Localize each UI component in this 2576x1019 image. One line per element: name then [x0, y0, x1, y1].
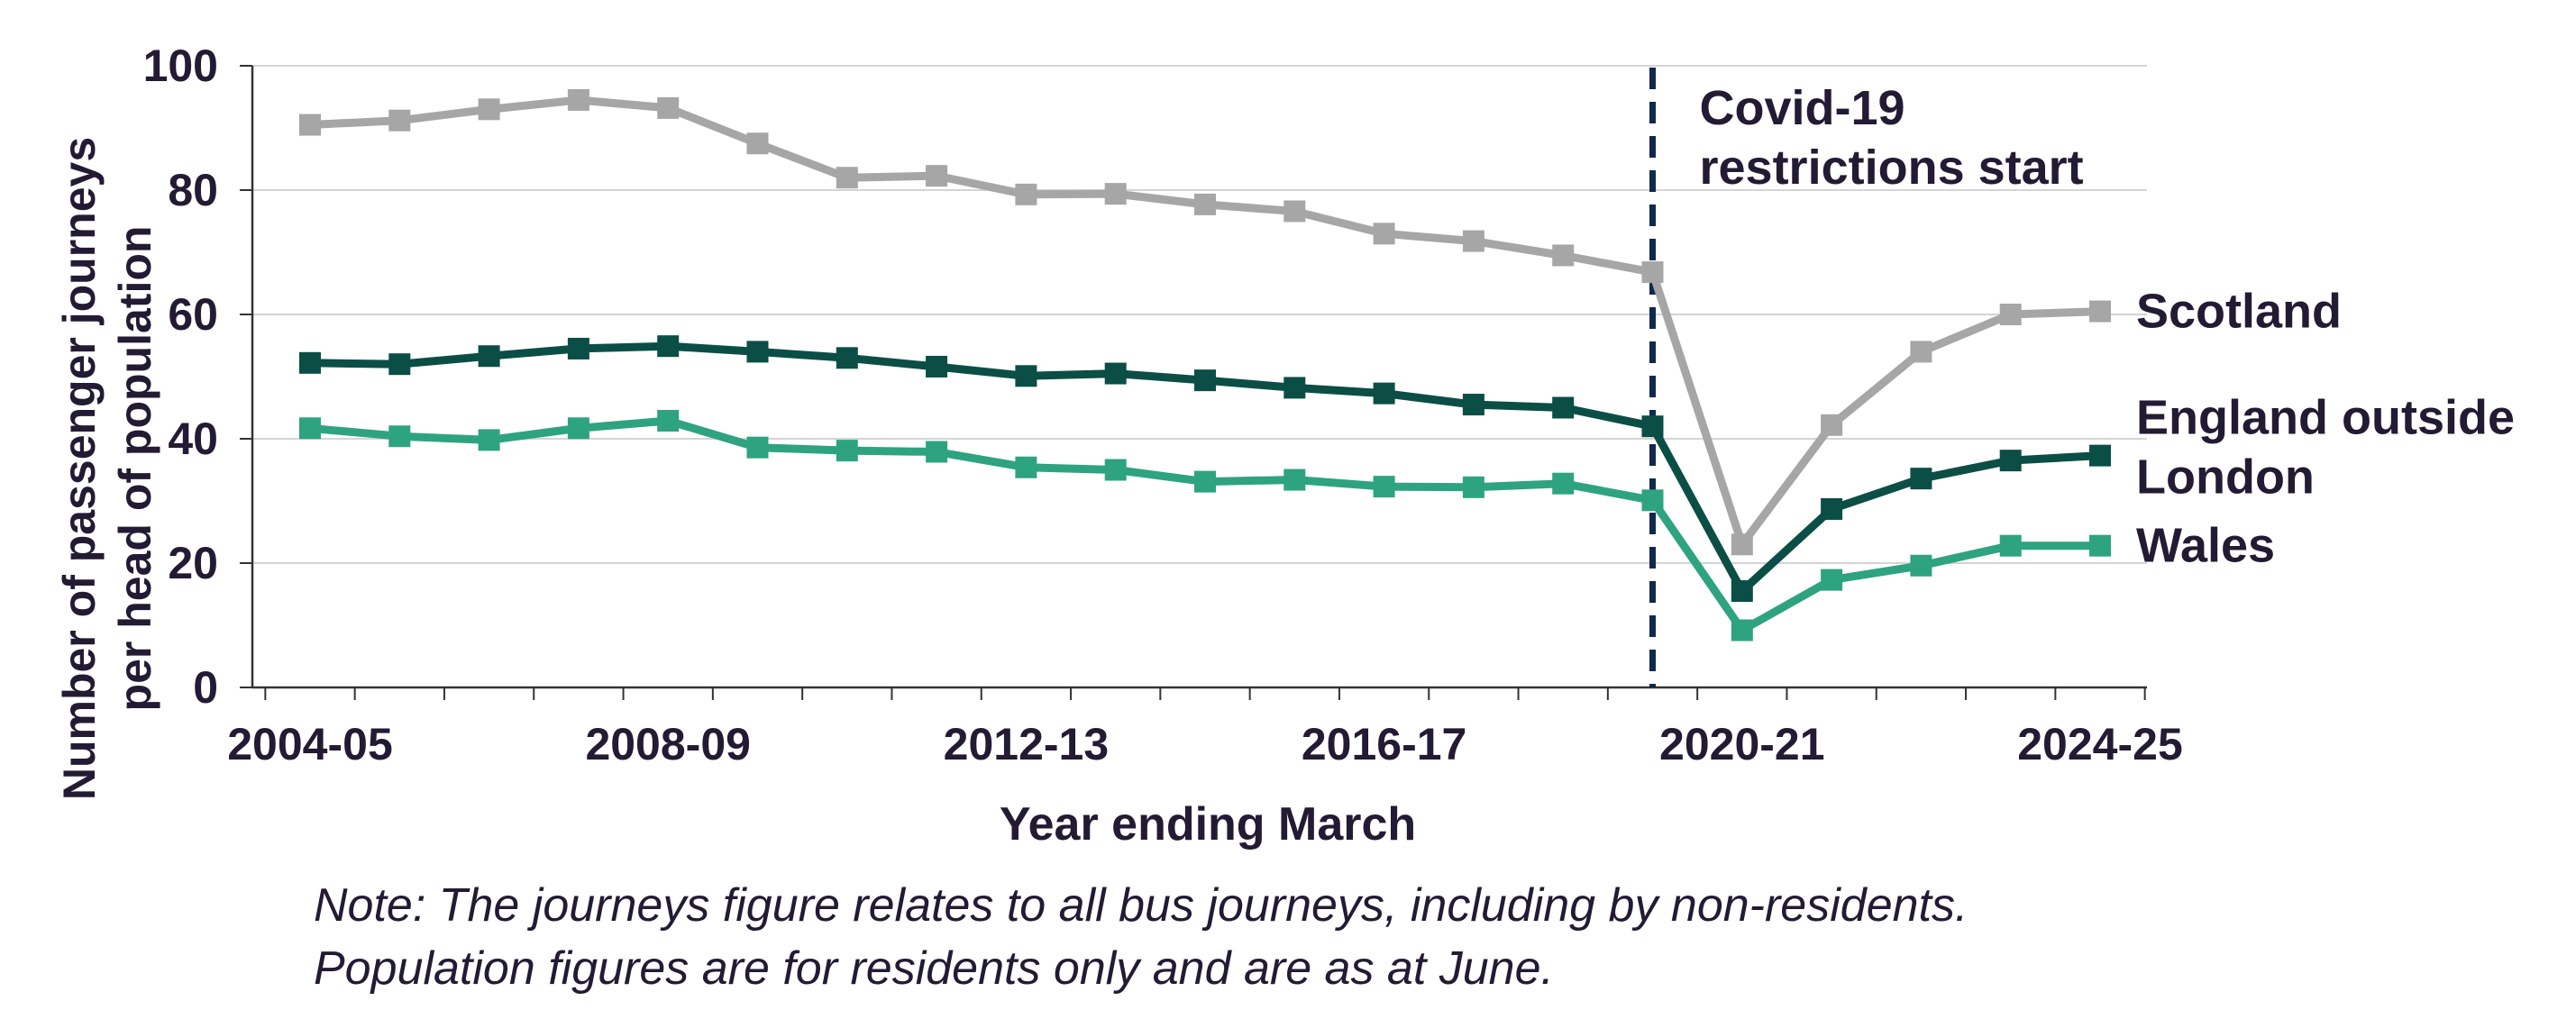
- series-marker-scotland-2020-21: [1731, 533, 1753, 556]
- y-tick-label-0: 0: [193, 662, 218, 713]
- covid-annotation-line-1: Covid-19: [1700, 81, 1905, 135]
- x-axis-title: Year ending March: [1000, 798, 1416, 851]
- series-marker-scotland-2023-24: [1999, 304, 2022, 325]
- series-marker-wales-2016-17: [1373, 476, 1395, 498]
- series-marker-england-outside-london-2011-12: [926, 355, 948, 378]
- series-marker-england-outside-london-2013-14: [1104, 362, 1127, 385]
- series-marker-england-outside-london-2010-11: [836, 347, 858, 369]
- series-marker-england-outside-london-2016-17: [1373, 382, 1395, 405]
- y-axis-title-line-2: per head of population: [110, 226, 160, 712]
- series-marker-wales-2005-06: [388, 425, 411, 448]
- series-marker-england-outside-london-2021-22: [1821, 497, 1843, 520]
- series-marker-scotland-2015-16: [1283, 200, 1306, 223]
- note-line-1: Note: The journeys figure relates to all…: [314, 879, 1969, 932]
- series-marker-wales-2012-13: [1015, 456, 1037, 478]
- x-tick-label-2012-13: 2012-13: [944, 719, 1110, 769]
- x-tick-label-2008-09: 2008-09: [585, 719, 751, 769]
- covid-annotation: Covid-19 restrictions start: [1649, 68, 2084, 687]
- series-marker-scotland-2024-25: [2089, 300, 2111, 323]
- covid-annotation-text: Covid-19 restrictions start: [1700, 81, 2084, 195]
- series-marker-england-outside-london-2019-20: [1641, 415, 1664, 438]
- series-marker-scotland-2011-12: [926, 165, 948, 187]
- series-marker-england-outside-london-2006-07: [478, 345, 500, 368]
- series-marker-england-outside-london-2023-24: [1999, 450, 2022, 472]
- series-lines: [299, 88, 2111, 641]
- series-marker-england-outside-london-2008-09: [657, 335, 680, 358]
- series-marker-wales-2015-16: [1283, 469, 1306, 491]
- series-marker-scotland-2005-06: [388, 109, 411, 132]
- series-marker-wales-2018-19: [1552, 472, 1575, 495]
- series-marker-wales-2024-25: [2089, 534, 2111, 557]
- series-marker-wales-2022-23: [1910, 554, 1932, 577]
- series-label-wales-line-1: Wales: [2136, 519, 2275, 573]
- series-marker-scotland-2021-22: [1821, 414, 1843, 436]
- y-tick-label-40: 40: [168, 414, 218, 464]
- series-marker-wales-2007-08: [567, 417, 589, 440]
- x-tick-label-2024-25: 2024-25: [2017, 719, 2183, 769]
- y-axis-title-line-1: Number of passenger journeys: [54, 137, 105, 800]
- series-label-scotland: Scotland: [2136, 285, 2342, 339]
- series-marker-wales-2019-20: [1641, 489, 1664, 512]
- series-marker-england-outside-london-2014-15: [1194, 369, 1216, 392]
- x-tick-label-2004-05: 2004-05: [227, 719, 393, 769]
- y-tick-label-80: 80: [168, 165, 218, 215]
- series-marker-england-outside-london-2017-18: [1462, 394, 1484, 416]
- series-marker-england-outside-london-2020-21: [1731, 580, 1753, 603]
- axes: 0 20 40 60 80 100 2004-05 2008-09 2012-13 2016-17…: [54, 41, 2183, 851]
- series-marker-wales-2013-14: [1104, 459, 1127, 481]
- series-marker-scotland-2009-10: [746, 132, 769, 155]
- labels: Scotland England outside London Wales: [2136, 285, 2515, 573]
- series-marker-wales-2011-12: [926, 441, 948, 463]
- series-label-england-outside-london: England outside London: [2136, 391, 2515, 505]
- series-marker-england-outside-london-2012-13: [1015, 365, 1037, 387]
- series-label-wales: Wales: [2136, 519, 2275, 573]
- series-marker-wales-2023-24: [1999, 534, 2022, 557]
- series-marker-wales-2017-18: [1462, 476, 1484, 498]
- series-label-scotland-line-1: Scotland: [2136, 285, 2342, 339]
- y-tick-label-60: 60: [168, 289, 218, 340]
- y-tick-label-20: 20: [168, 538, 218, 588]
- series-marker-england-outside-london-2018-19: [1552, 396, 1575, 419]
- series-marker-england-outside-london-2007-08: [567, 337, 589, 359]
- y-axis-title: Number of passenger journeys per head of …: [54, 137, 160, 800]
- series-marker-scotland-2019-20: [1641, 261, 1664, 284]
- covid-annotation-line-2: restrictions start: [1700, 141, 2084, 195]
- series-marker-wales-2014-15: [1194, 470, 1216, 493]
- series-marker-wales-2004-05: [299, 417, 321, 440]
- x-tick-label-2020-21: 2020-21: [1659, 719, 1825, 769]
- series-marker-england-outside-london-2022-23: [1910, 468, 1932, 490]
- series-marker-wales-2020-21: [1731, 619, 1753, 641]
- x-tick-label-2016-17: 2016-17: [1302, 719, 1467, 769]
- series-marker-scotland-2012-13: [1015, 183, 1037, 205]
- series-marker-scotland-2017-18: [1462, 230, 1484, 252]
- series-marker-wales-2010-11: [836, 440, 858, 462]
- series-marker-scotland-2014-15: [1194, 193, 1216, 215]
- series-marker-wales-2008-09: [657, 409, 680, 432]
- series-marker-scotland-2022-23: [1910, 341, 1932, 363]
- series-line-wales: [306, 416, 2105, 634]
- series-marker-scotland-2007-08: [567, 88, 589, 111]
- note-line-2: Population figures are for residents onl…: [314, 942, 1554, 995]
- series-marker-scotland-2004-05: [299, 114, 321, 136]
- series-marker-england-outside-london-2004-05: [299, 351, 321, 374]
- series-marker-scotland-2010-11: [836, 167, 858, 189]
- series-marker-scotland-2016-17: [1373, 223, 1395, 245]
- series-marker-england-outside-london-2024-25: [2089, 444, 2111, 467]
- series-marker-england-outside-london-2009-10: [746, 341, 769, 363]
- series-marker-england-outside-london-2015-16: [1283, 377, 1306, 399]
- series-label-england-outside-london-line-1: England outside: [2136, 391, 2515, 445]
- y-tick-label-100: 100: [143, 41, 218, 91]
- series-marker-scotland-2008-09: [657, 96, 680, 119]
- series-marker-wales-2021-22: [1821, 569, 1843, 591]
- series-marker-wales-2009-10: [746, 436, 769, 459]
- series-marker-scotland-2018-19: [1552, 244, 1575, 267]
- series-marker-england-outside-london-2005-06: [388, 353, 411, 376]
- series-marker-wales-2006-07: [478, 429, 500, 451]
- series-label-england-outside-london-line-2: London: [2136, 450, 2315, 505]
- series-marker-scotland-2006-07: [478, 98, 500, 121]
- series-marker-scotland-2013-14: [1104, 183, 1127, 205]
